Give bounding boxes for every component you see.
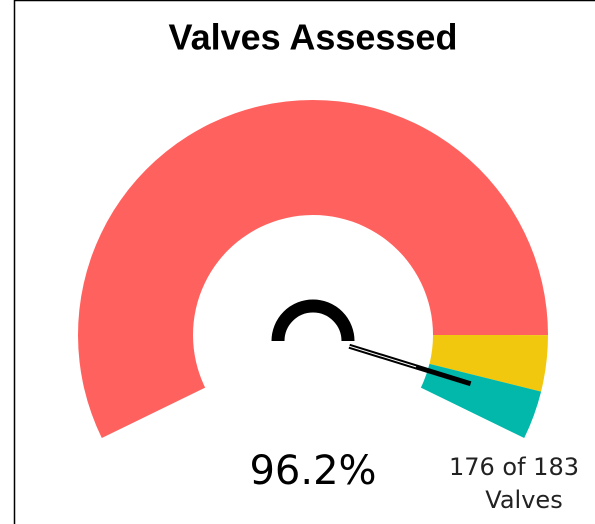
gauge-band [429, 335, 548, 392]
detail-line: 176 of 183 [449, 453, 579, 481]
frame [13, 0, 595, 524]
needle-highlight [349, 345, 417, 368]
center-icon [271, 299, 355, 342]
chart-title: Valves Assessed [169, 17, 458, 58]
value-label: 96.2% [249, 448, 376, 494]
detail-line: Valves [485, 486, 562, 514]
gauge-band [78, 99, 549, 439]
gauge-band [420, 363, 542, 439]
